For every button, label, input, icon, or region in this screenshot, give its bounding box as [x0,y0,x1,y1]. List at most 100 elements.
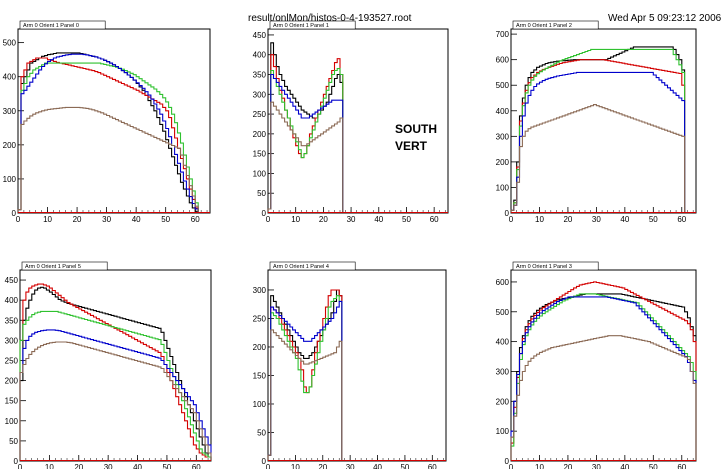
x-tick-label: 30 [592,215,601,224]
x-tick-label: 60 [191,215,200,224]
x-tick-label: 40 [620,463,629,469]
histogram-series-red [267,289,343,461]
y-tick-label: 450 [253,31,267,40]
y-tick-label: 50 [9,437,18,446]
panel-title-text: Arm 0 Orient 1 Panel 5 [25,264,81,270]
x-tick-label: 40 [620,215,629,224]
histogram-series-red [19,283,212,461]
y-tick-label: 250 [253,110,267,119]
y-tick-label: 250 [5,356,19,365]
x-tick-label: 10 [535,463,544,469]
panel-title-box [269,261,356,271]
y-tick-label: 100 [3,175,17,184]
y-tick-label: 150 [253,150,267,159]
x-tick-label: 40 [374,215,383,224]
histogram-panel-4: Arm 0 Orient 1 Panel 4 0 10 20 30 40 50 60 0 50 10… [253,261,447,469]
x-tick-label: 20 [563,215,572,224]
panel-title-box [21,261,108,271]
x-tick-label: 40 [373,463,382,469]
y-tick-label: 0 [14,457,19,466]
x-tick-label: 10 [291,215,300,224]
panel-title: Arm 0 Orient 1 Panel 1 [269,20,356,30]
x-tick-label: 10 [43,215,52,224]
x-tick-label: 0 [266,215,271,224]
y-tick-label: 500 [3,39,17,48]
histogram-series-blue [510,71,686,213]
histogram-series-blue [19,329,212,461]
x-tick-label: 20 [563,463,572,469]
histogram-series-brown [510,104,686,213]
histogram-series-black [267,42,344,213]
y-tick-label: 300 [5,336,19,345]
plot-frame [267,269,447,462]
y-tick-label: 400 [496,107,510,116]
x-tick-label: 50 [161,215,170,224]
plot-frame [510,28,697,214]
y-tick-label: 100 [5,417,19,426]
y-tick-label: 200 [496,158,510,167]
plot-frame [17,28,211,214]
x-tick-label: 20 [74,463,83,469]
panel-title: Arm 0 Orient 1 Panel 0 [19,20,106,30]
y-tick-label: 100 [253,169,267,178]
histogram-series-green [510,293,697,461]
y-tick-label: 0 [12,209,17,218]
x-tick-label: 50 [649,215,658,224]
vert-label: VERT [395,139,428,153]
histogram-series-red [510,59,686,213]
y-tick-label: 200 [253,130,267,139]
histogram-series-blue [510,296,697,461]
histogram-series-brown [17,106,199,213]
panel-title: Arm 0 Orient 1 Panel 5 [21,261,108,271]
y-tick-label: 200 [496,397,510,406]
y-tick-label: 300 [496,367,510,376]
y-tick-label: 150 [253,371,267,380]
x-tick-label: 0 [16,215,21,224]
x-tick-label: 40 [132,215,141,224]
x-tick-label: 60 [192,463,201,469]
histogram-panel-2: Arm 0 Orient 1 Panel 20 10 20 30 40 50 6001002… [496,20,697,224]
y-tick-label: 600 [496,278,510,287]
x-tick-label: 40 [133,463,142,469]
x-tick-label: 20 [319,215,328,224]
y-tick-label: 350 [5,316,19,325]
x-tick-label: 30 [347,215,356,224]
file-path-label: result/onlMon/histos-0-4-193527.root [248,13,412,24]
x-tick-label: 60 [430,215,439,224]
histogram-panel-5: Arm 0 Orient 1 Panel 30 10 20 30 40 50 6001002… [496,261,697,469]
x-tick-label: 60 [677,215,686,224]
panel-title-text: Arm 0 Orient 1 Panel 2 [516,23,572,29]
plot-frame [267,28,449,214]
panel-title-box [269,20,356,30]
y-tick-label: 450 [5,276,19,285]
y-tick-label: 300 [253,90,267,99]
panel-title: Arm 0 Orient 1 Panel 3 [512,261,599,271]
histogram-series-blue [17,53,199,213]
y-tick-label: 350 [253,71,267,80]
date-label: Wed Apr 5 09:23:12 2006 [608,13,721,24]
x-tick-label: 20 [73,215,82,224]
y-tick-label: 150 [5,397,19,406]
y-tick-label: 100 [253,400,267,409]
y-tick-label: 400 [5,296,19,305]
plot-frame [19,269,212,462]
y-tick-label: 400 [3,73,17,82]
x-tick-label: 30 [592,463,601,469]
histogram-series-brown [19,341,212,461]
panel-title-text: Arm 0 Orient 1 Panel 3 [516,264,572,270]
histogram-series-brown [510,335,697,461]
x-tick-label: 30 [102,215,111,224]
plot-frame [510,269,697,462]
histogram-panel-0: Arm 0 Orient 1 Panel 0 0 10 20 30 40 50 60 0 100 2… [3,20,211,224]
y-tick-label: 500 [496,81,510,90]
x-tick-label: 0 [266,463,271,469]
panel-title-box [512,261,599,271]
x-tick-label: 50 [400,463,409,469]
x-tick-label: 0 [509,463,514,469]
south-label: SOUTH [395,122,437,136]
y-tick-label: 600 [496,56,510,65]
histogram-series-green [510,48,686,213]
x-tick-label: 60 [428,463,437,469]
x-tick-label: 0 [509,215,514,224]
y-tick-label: 200 [3,141,17,150]
